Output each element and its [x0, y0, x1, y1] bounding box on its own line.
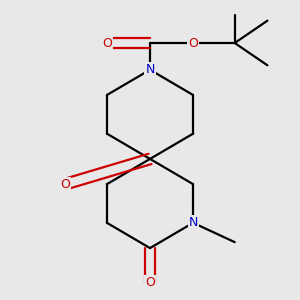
- Text: O: O: [102, 37, 112, 50]
- Text: N: N: [188, 216, 198, 229]
- Text: O: O: [188, 37, 198, 50]
- Text: O: O: [145, 276, 155, 289]
- Text: O: O: [60, 178, 70, 191]
- Text: N: N: [145, 63, 155, 76]
